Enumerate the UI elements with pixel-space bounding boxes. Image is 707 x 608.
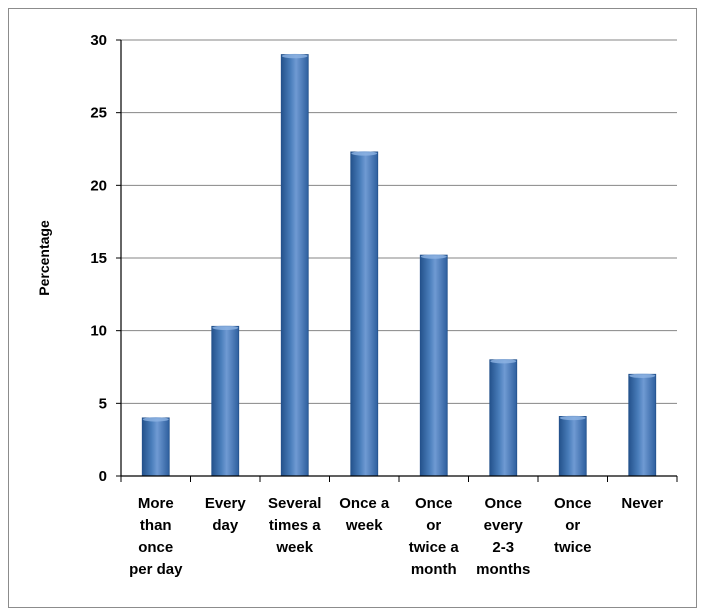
bar xyxy=(628,373,657,477)
x-tick-label-line: every xyxy=(484,517,524,534)
x-tick-label-line: times a xyxy=(269,517,321,534)
x-tick-label-line: Once xyxy=(554,495,592,512)
x-tick-label: Once or twice xyxy=(554,495,592,556)
bar-body xyxy=(558,416,587,477)
x-tick-label-line: than xyxy=(140,517,172,534)
bar-body xyxy=(141,417,170,477)
bar xyxy=(489,359,518,477)
y-tick-label: 25 xyxy=(90,105,107,122)
x-tick-label: Several times a week xyxy=(268,495,321,556)
x-tick-label-line: More xyxy=(138,495,174,512)
x-tick-label: More than once per day xyxy=(129,495,183,578)
x-tick-label: Once a week xyxy=(339,495,390,534)
bar-body xyxy=(280,54,309,477)
bar-top-highlight xyxy=(212,325,239,331)
y-axis-title: Percentage xyxy=(36,220,52,296)
bar xyxy=(211,325,240,477)
bar-top-highlight xyxy=(351,151,378,156)
x-tick-label-line: once xyxy=(138,539,173,556)
x-tick-label-line: Every xyxy=(205,495,247,512)
x-tick-label-line: Once xyxy=(415,495,453,512)
bar-top-highlight xyxy=(281,53,308,59)
bar-body xyxy=(211,325,240,477)
gridlines xyxy=(121,39,677,404)
x-tick-label-line: Once xyxy=(484,495,522,512)
x-tick-label: Once every 2-3 months xyxy=(476,495,530,578)
y-tick-label: 10 xyxy=(90,323,107,340)
y-tick-label: 15 xyxy=(90,250,107,267)
x-tick-label-line: Never xyxy=(621,495,663,512)
bar xyxy=(350,151,379,477)
x-tick-label: Never xyxy=(621,495,663,512)
bar-body xyxy=(419,254,448,477)
x-tick-label-line: twice xyxy=(554,539,592,556)
x-tick-label-line: Once a xyxy=(339,495,390,512)
x-tick-label-line: or xyxy=(426,517,441,534)
x-tick-label-line: 2-3 xyxy=(492,539,514,556)
x-tick-labels: More than once per day Every day Several times … xyxy=(120,476,678,578)
x-tick-label: Once or twice a month xyxy=(409,495,460,578)
bar-top-highlight xyxy=(559,415,586,421)
x-tick-label-line: twice a xyxy=(409,539,460,556)
y-tick-label: 30 xyxy=(90,32,107,49)
x-tick-label-line: day xyxy=(212,517,239,534)
x-tick-label-line: week xyxy=(345,517,383,534)
y-tick-label: 0 xyxy=(99,468,107,485)
x-tick-label-line: week xyxy=(275,539,313,556)
bar xyxy=(280,53,309,477)
x-tick-label: Every day xyxy=(205,495,247,534)
bars xyxy=(141,53,657,477)
x-tick-label-line: or xyxy=(565,517,580,534)
x-tick-label-line: month xyxy=(411,561,457,578)
bar-top-highlight xyxy=(420,254,447,259)
x-tick-label-line: Several xyxy=(268,495,321,512)
bar xyxy=(419,254,448,477)
bar-body xyxy=(350,151,379,477)
bar-top-highlight xyxy=(490,359,517,364)
bar-top-highlight xyxy=(142,417,169,422)
bar-body xyxy=(628,373,657,477)
bar-body xyxy=(489,359,518,477)
bar xyxy=(558,415,587,477)
x-tick-label-line: per day xyxy=(129,561,183,578)
y-tick-label: 5 xyxy=(99,395,107,412)
bar-top-highlight xyxy=(629,373,656,378)
y-tick-label: 20 xyxy=(90,177,107,194)
y-tick-labels: 0 5 10 15 20 25 30 xyxy=(90,32,121,485)
bar xyxy=(141,417,170,477)
x-tick-label-line: months xyxy=(476,561,530,578)
